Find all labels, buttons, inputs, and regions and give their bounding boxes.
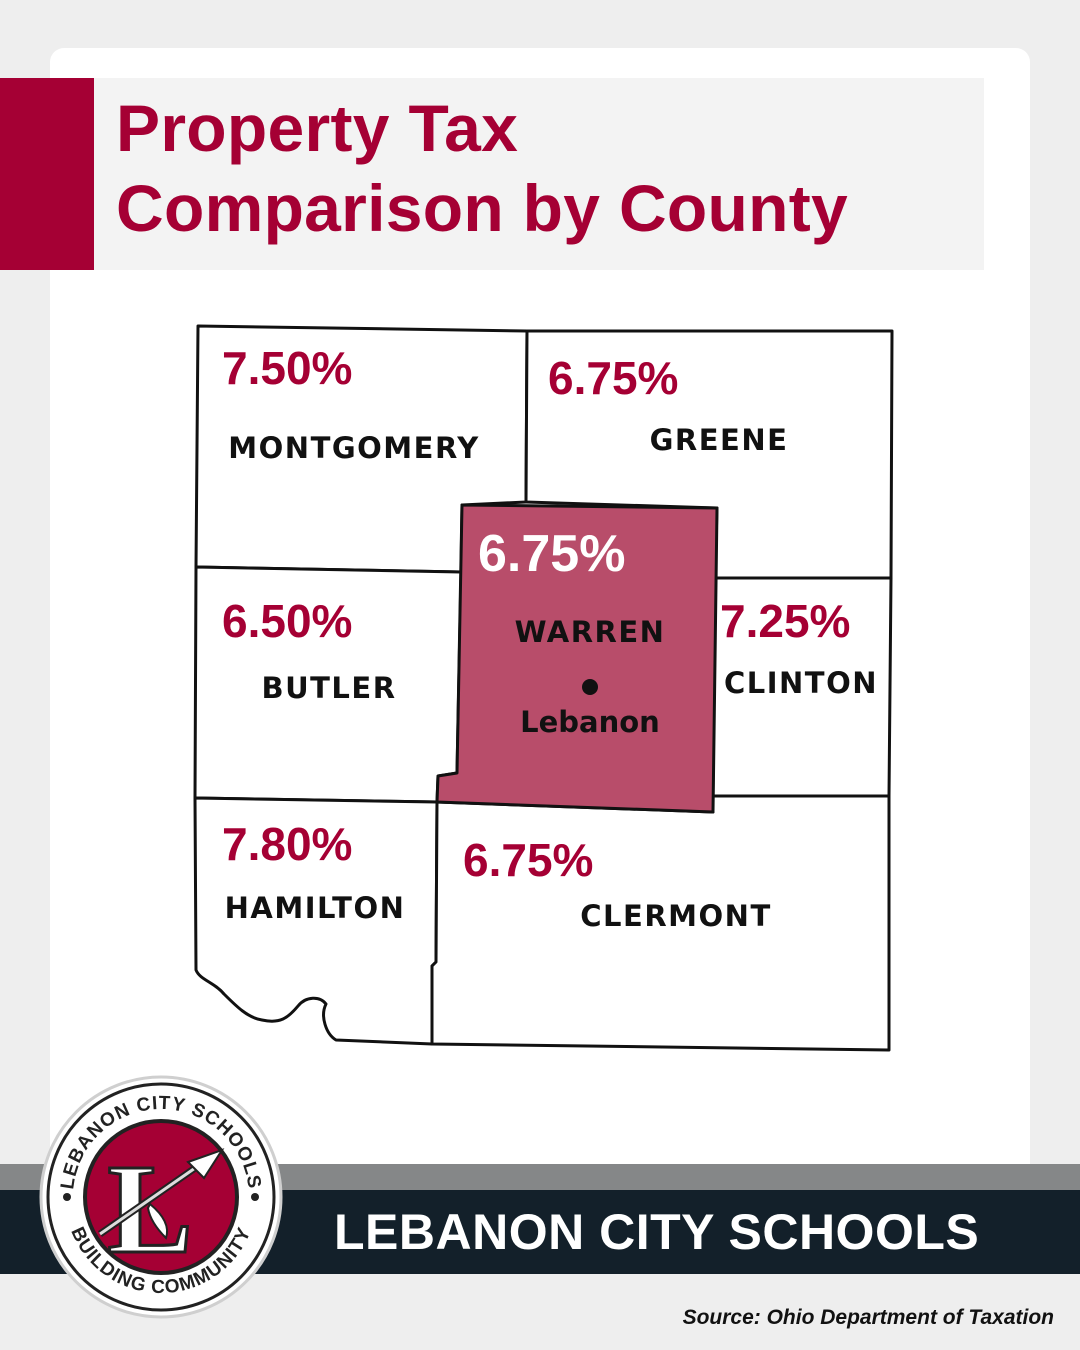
rate-clinton: 7.25% — [720, 595, 850, 647]
county-hamilton — [193, 796, 439, 1046]
rate-butler: 6.50% — [222, 595, 352, 647]
title-line-2: Comparison by County — [116, 171, 849, 245]
county-warren — [435, 503, 719, 814]
page-title: Property Tax Comparison by County — [116, 88, 976, 248]
label-clinton: CLINTON — [724, 666, 878, 700]
rate-hamilton: 7.80% — [222, 818, 352, 870]
label-lebanon: Lebanon — [520, 705, 660, 739]
label-clermont: CLERMONT — [580, 899, 771, 933]
source-note: Source: Ohio Department of Taxation — [682, 1306, 1054, 1329]
logo-letter: L — [107, 1138, 192, 1280]
school-logo: LEBANON CITY SCHOOLS BUILDING COMMUNITY … — [39, 1075, 283, 1319]
footer-banner-text: LEBANON CITY SCHOOLS — [334, 1204, 980, 1260]
rate-clermont: 6.75% — [463, 834, 593, 886]
label-greene: GREENE — [650, 423, 789, 457]
arrow-icon — [98, 1148, 225, 1240]
rate-greene: 6.75% — [548, 352, 678, 404]
label-hamilton: HAMILTON — [225, 891, 406, 925]
label-montgomery: MONTGOMERY — [228, 431, 479, 465]
lebanon-city-marker — [582, 679, 598, 695]
title-accent-bar — [0, 78, 94, 270]
label-butler: BUTLER — [261, 671, 396, 705]
title-line-1: Property Tax — [116, 91, 519, 165]
title-background — [94, 78, 984, 270]
rate-warren: 6.75% — [478, 525, 625, 583]
label-warren: WARREN — [515, 615, 666, 649]
rate-montgomery: 7.50% — [222, 342, 352, 394]
